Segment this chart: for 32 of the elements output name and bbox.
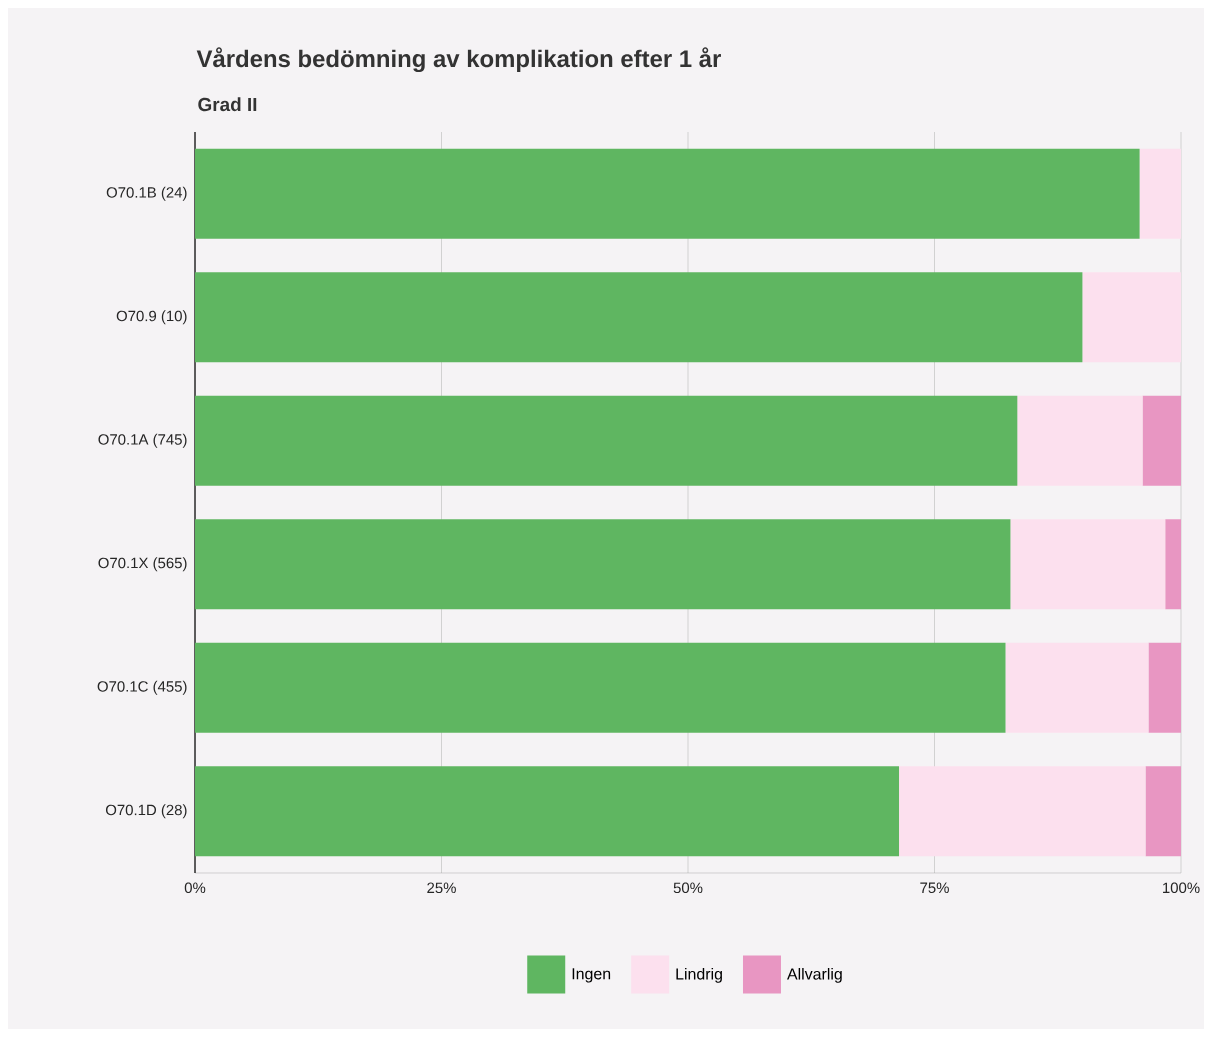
x-tick-label: 25% [427, 882, 456, 894]
chart-subtitle: Grad II [198, 97, 257, 112]
y-tick-label: O70.1C (455) [97, 680, 187, 695]
bar [1082, 272, 1182, 363]
x-tick-label: 50% [673, 882, 703, 894]
y-tick-label: O70.1D (28) [105, 804, 187, 819]
bar [195, 395, 1018, 486]
bar [899, 766, 1146, 857]
bar [1148, 642, 1182, 733]
bar [195, 642, 1006, 733]
bar [1165, 519, 1182, 610]
chart-title: Vårdens bedömning av komplikation efter 1 år [196, 47, 721, 73]
bar [1142, 395, 1182, 486]
bar [195, 766, 900, 857]
y-tick-label: O70.1X (565) [98, 557, 187, 572]
x-tick-label: 100% [1163, 882, 1200, 894]
y-tick-label: O70.1A (745) [98, 433, 187, 448]
bar [1139, 148, 1182, 239]
x-tick-label: 75% [920, 882, 949, 894]
y-tick-label: O70.1B (24) [106, 186, 187, 201]
bar [195, 272, 1083, 363]
legend-label: Allvarlig [787, 967, 842, 983]
bar [1145, 766, 1182, 857]
bar [1005, 642, 1149, 733]
y-tick-label: O70.9 (10) [116, 310, 187, 325]
x-tick-label: 0% [184, 882, 206, 894]
legend-label: Ingen [572, 968, 611, 983]
legend-label: Lindrig [676, 967, 722, 983]
bar [195, 519, 1011, 610]
bar [1017, 395, 1143, 486]
bar [195, 148, 1140, 239]
bar [1010, 519, 1166, 610]
